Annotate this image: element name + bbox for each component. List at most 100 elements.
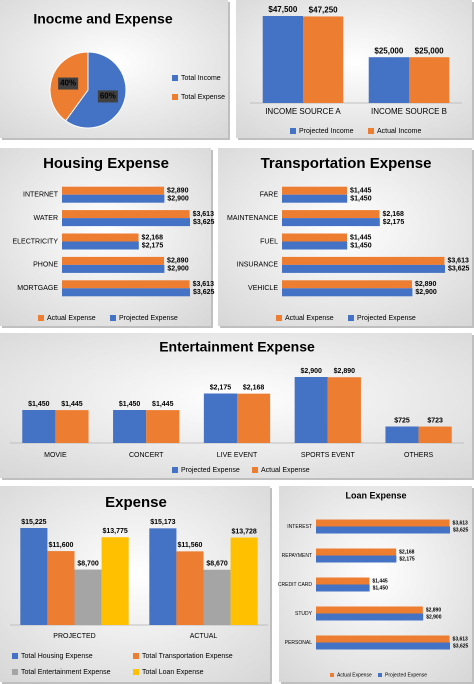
data-label: 40% — [60, 79, 76, 88]
data-label: $1,445 — [372, 578, 388, 584]
bar — [409, 57, 450, 103]
bar — [262, 16, 303, 103]
pie-slice — [64, 51, 127, 129]
data-label: $3,625 — [193, 289, 215, 296]
y-tick-label: STUDY — [295, 611, 313, 617]
bar — [47, 551, 75, 625]
bar — [62, 218, 190, 227]
bar — [62, 241, 139, 250]
bar — [368, 57, 409, 103]
bar — [282, 186, 347, 195]
legend-swatch — [378, 673, 382, 677]
bar — [327, 377, 361, 443]
bar — [294, 377, 328, 443]
chart-title: Transportation Expense — [261, 155, 432, 172]
y-tick-label: MAINTENANCE — [227, 215, 278, 222]
data-label: $1,445 — [152, 401, 174, 408]
data-label: $1,450 — [373, 585, 389, 591]
legend-swatch — [12, 669, 18, 675]
data-label: $3,625 — [448, 266, 470, 273]
y-tick-label: INTEREST — [287, 524, 312, 530]
legend-label: Actual Expense — [337, 672, 372, 678]
bar — [149, 528, 177, 625]
bar — [113, 410, 147, 443]
legend-label: Actual Income — [377, 128, 421, 135]
bar — [282, 218, 380, 227]
data-label: $15,225 — [21, 519, 46, 526]
bar — [203, 569, 231, 625]
data-label: $13,728 — [231, 528, 256, 535]
bar — [176, 551, 204, 625]
data-label: $2,890 — [415, 281, 437, 288]
data-label: $1,450 — [350, 242, 372, 249]
data-label: 60% — [100, 92, 116, 101]
bar — [316, 642, 450, 650]
bar — [282, 264, 445, 273]
data-label-box — [58, 77, 79, 90]
bar — [418, 426, 452, 443]
data-label: $3,613 — [193, 211, 215, 218]
bar — [303, 16, 344, 104]
bar — [203, 393, 237, 443]
data-label: $725 — [394, 417, 410, 424]
data-label: $2,168 — [399, 549, 415, 555]
bar — [316, 548, 397, 556]
data-label: $2,900 — [167, 196, 189, 203]
bar — [316, 613, 424, 621]
legend-label: Total Expense — [181, 94, 225, 101]
x-tick-label: INCOME SOURCE A — [265, 107, 341, 116]
data-label: $2,175 — [399, 556, 415, 562]
bar — [385, 426, 419, 443]
bar — [55, 410, 89, 443]
data-label: $2,890 — [167, 258, 189, 265]
data-label: $1,450 — [119, 401, 141, 408]
y-tick-label: INTERNET — [23, 192, 59, 199]
chart-title: Inocme and Expense — [33, 11, 172, 27]
bar — [282, 233, 347, 242]
legend-label: Total Income — [181, 75, 221, 82]
bar — [20, 528, 48, 625]
y-tick-label: FARE — [260, 192, 279, 199]
data-label: $2,175 — [142, 242, 164, 249]
legend-swatch — [348, 315, 354, 321]
x-tick-label: PROJECTED — [53, 633, 95, 640]
data-label: $2,890 — [334, 368, 356, 375]
bar — [62, 264, 165, 273]
chart-title: Housing Expense — [43, 155, 169, 172]
data-label: $1,445 — [61, 401, 83, 408]
bar — [62, 210, 190, 219]
y-tick-label: WATER — [34, 215, 59, 222]
x-tick-label: LIVE EVENT — [217, 452, 258, 459]
bar — [237, 393, 271, 443]
legend-label: Total Transportation Expense — [142, 653, 233, 660]
legend-label: Projected Expense — [119, 315, 178, 322]
data-label: $2,900 — [426, 614, 442, 620]
data-label: $2,168 — [382, 211, 404, 218]
bar — [62, 233, 139, 242]
data-label: $3,613 — [447, 258, 469, 265]
data-label: $11,560 — [177, 542, 202, 549]
data-label: $8,700 — [77, 560, 99, 567]
bar — [316, 577, 370, 585]
bar — [62, 280, 190, 289]
bar — [282, 256, 445, 265]
legend-label: Projected Expense — [357, 315, 416, 322]
legend-swatch — [12, 653, 18, 659]
legend-label: Total Housing Expense — [21, 653, 93, 660]
bar — [316, 635, 450, 643]
x-tick-label: CONCERT — [129, 452, 164, 459]
data-label: $2,900 — [415, 289, 437, 296]
data-label: $3,613 — [453, 636, 469, 642]
data-label: $2,168 — [142, 234, 164, 241]
legend-swatch — [172, 94, 178, 100]
x-tick-label: OTHERS — [404, 452, 434, 459]
data-label: $11,600 — [48, 542, 73, 549]
bar — [282, 280, 412, 289]
bar — [146, 410, 180, 443]
data-label: $25,000 — [415, 46, 444, 55]
chart-title: Loan Expense — [345, 490, 406, 500]
bar — [62, 256, 165, 265]
data-label: $2,168 — [243, 385, 265, 392]
data-label: $47,500 — [268, 5, 297, 14]
